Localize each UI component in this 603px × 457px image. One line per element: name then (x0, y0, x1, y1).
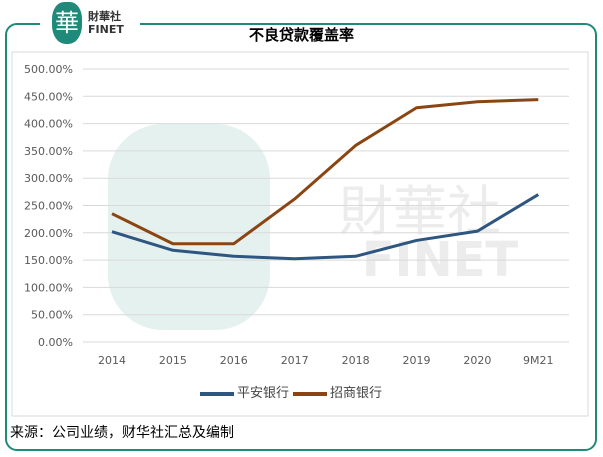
logo-name-cn: 財華社 (88, 10, 121, 23)
x-tick-label: 2014 (98, 354, 126, 367)
legend-swatch (200, 392, 234, 396)
y-tick-label: 250.00% (24, 200, 73, 213)
watermark-mark (108, 124, 270, 330)
logo-name-en: FINET (88, 23, 124, 36)
y-tick-label: 100.00% (24, 281, 73, 294)
y-tick-label: 150.00% (24, 254, 73, 267)
x-tick-label: 2017 (281, 354, 309, 367)
legend-swatch (293, 392, 328, 396)
source-note: 来源：公司业绩，财华社汇总及编制 (10, 425, 234, 441)
finet-logo-text: 財華社 FINET (88, 10, 124, 36)
x-tick-label: 2016 (220, 354, 248, 367)
legend-label: 招商银行 (330, 386, 383, 401)
watermark: 財華社 FINET (108, 124, 518, 330)
chart-frame (5, 23, 597, 451)
y-tick-label: 0.00% (38, 336, 73, 349)
x-tick-label: 2015 (159, 354, 187, 367)
legend-label: 平安银行 (237, 386, 290, 401)
y-tick-label: 400.00% (24, 118, 73, 131)
y-tick-label: 500.00% (24, 63, 73, 76)
y-tick-label: 450.00% (24, 90, 73, 103)
x-tick-label: 2020 (463, 354, 491, 367)
x-tick-label: 2019 (403, 354, 431, 367)
x-tick-label: 2018 (342, 354, 370, 367)
y-tick-label: 300.00% (24, 172, 73, 185)
legend-item-pingan: 平安银行 (200, 386, 289, 402)
x-tick-label: 9M21 (523, 354, 554, 367)
y-tick-label: 200.00% (24, 227, 73, 240)
chart-title: 不良贷款覆盖率 (248, 26, 354, 44)
y-tick-label: 350.00% (24, 145, 73, 158)
y-tick-label: 50.00% (31, 309, 73, 322)
legend-item-cmb: 招商银行 (293, 386, 382, 402)
series-line-cmb (111, 98, 539, 246)
finet-logo-mark: 華 (52, 2, 82, 44)
legend: 平安银行 招商银行 (200, 386, 386, 402)
series-line-pingan (111, 193, 540, 261)
plot-area (11, 51, 589, 417)
